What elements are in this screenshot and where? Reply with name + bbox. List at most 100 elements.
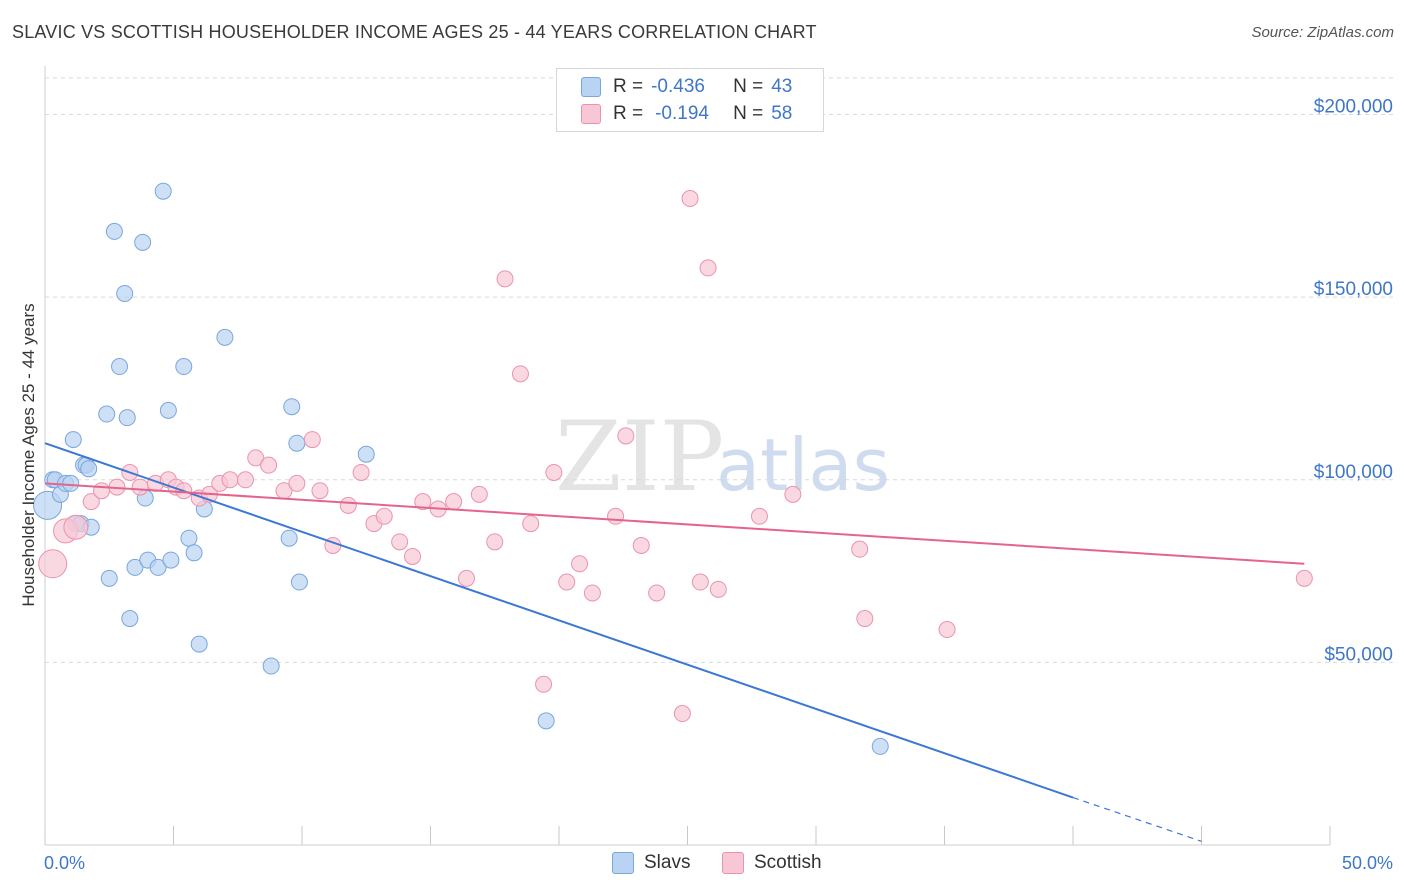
scottish-point xyxy=(486,533,504,551)
scottish-point xyxy=(535,675,553,693)
legend: R = -0.436 N = 43 R = -0.194 N = 58 xyxy=(556,68,824,132)
scottish-point xyxy=(632,537,650,555)
scottish-point xyxy=(414,493,432,511)
chart-title: SLAVIC VS SCOTTISH HOUSEHOLDER INCOME AG… xyxy=(12,22,817,42)
scottish-point xyxy=(699,259,717,277)
scottish-points xyxy=(38,190,1313,723)
slavs-point xyxy=(149,558,167,576)
slavs-point xyxy=(190,635,208,653)
scottish-point xyxy=(93,482,111,500)
source-label: Source: ZipAtlas.com xyxy=(1251,24,1394,41)
scottish-point xyxy=(691,573,709,591)
slavs-point xyxy=(283,398,301,416)
scottish-trend-line xyxy=(44,482,1305,565)
legend-n-value: 58 xyxy=(771,103,793,124)
scottish-point xyxy=(63,514,89,540)
x-tick-label: 50.0% xyxy=(1342,853,1393,873)
legend-swatch-slavs xyxy=(581,77,601,97)
scottish-point xyxy=(404,547,422,565)
y-tick-label: $50,000 xyxy=(1324,644,1393,665)
slavs-point xyxy=(121,610,139,628)
bottom-legend-label-scottish: Scottish xyxy=(754,852,822,873)
slavs-point xyxy=(216,328,234,346)
slavs-point xyxy=(288,434,306,452)
bottom-legend-scottish: Scottish xyxy=(722,852,822,874)
bottom-legend-slavs: Slavs xyxy=(612,852,690,874)
scottish-point xyxy=(856,610,874,628)
slavs-point xyxy=(537,712,555,730)
scottish-point xyxy=(522,515,540,533)
x-tick-labels: 0.0% 50.0% xyxy=(44,853,1393,873)
legend-n-label: N = xyxy=(733,76,764,97)
scottish-point xyxy=(617,427,635,445)
slavs-point xyxy=(64,431,82,449)
scottish-point xyxy=(607,507,625,525)
scottish-point xyxy=(38,549,68,579)
scottish-point xyxy=(851,540,869,558)
bottom-legend-swatch-scottish xyxy=(722,852,744,874)
y-tick-labels: $50,000 $100,000 $150,000 $200,000 xyxy=(1314,97,1393,666)
trend-lines xyxy=(44,442,1305,842)
axes xyxy=(44,66,1331,846)
scottish-point xyxy=(673,705,691,723)
scottish-point xyxy=(1295,569,1313,587)
scottish-point xyxy=(236,471,254,489)
slavs-point xyxy=(357,445,375,463)
slavs-point xyxy=(100,569,118,587)
slavs-point xyxy=(80,460,98,478)
slavs-point xyxy=(154,182,172,200)
scottish-point xyxy=(303,431,321,449)
slavs-point xyxy=(175,358,193,376)
scottish-point xyxy=(583,584,601,602)
bottom-legend-label-slavs: Slavs xyxy=(644,852,691,873)
legend-r-value: -0.194 xyxy=(655,103,709,124)
slavs-point xyxy=(262,657,280,675)
watermark-zip: ZIP xyxy=(555,401,724,513)
slavs-point xyxy=(118,409,136,427)
scottish-point xyxy=(571,555,589,573)
legend-r-label: R = xyxy=(613,103,644,124)
slavs-point xyxy=(185,544,203,562)
scottish-point xyxy=(288,474,306,492)
y-tick-label: $150,000 xyxy=(1314,279,1393,300)
slavs-trend-extension xyxy=(1072,796,1202,842)
legend-r-value: -0.436 xyxy=(651,76,705,97)
slavs-point xyxy=(116,284,134,302)
scottish-point xyxy=(457,569,475,587)
slavs-point xyxy=(126,558,144,576)
slavs-point xyxy=(180,529,198,547)
scottish-point xyxy=(545,463,563,481)
scottish-point xyxy=(648,584,666,602)
legend-row-scottish: R = -0.194 N = 58 xyxy=(581,102,792,126)
legend-n-label: N = xyxy=(733,103,764,124)
scottish-point xyxy=(247,449,265,467)
scottish-point xyxy=(511,365,529,383)
scottish-point xyxy=(496,270,514,288)
scottish-point xyxy=(558,573,576,591)
y-tick-label: $200,000 xyxy=(1314,97,1393,118)
scottish-point xyxy=(375,507,393,525)
scottish-point xyxy=(709,580,727,598)
legend-row-slavs: R = -0.436 N = 43 xyxy=(581,75,792,99)
scottish-point xyxy=(311,482,329,500)
scottish-point xyxy=(352,463,370,481)
legend-swatch-scottish xyxy=(581,104,601,124)
scottish-point xyxy=(82,493,100,511)
scottish-point xyxy=(260,456,278,474)
slavs-point xyxy=(290,573,308,591)
watermark: ZIP atlas xyxy=(555,401,890,513)
slavs-point xyxy=(98,405,116,423)
slavs-point xyxy=(134,233,152,251)
slavs-point xyxy=(105,222,123,240)
y-axis-label: Householder Income Ages 25 - 44 years xyxy=(19,303,38,606)
legend-n-value: 43 xyxy=(771,76,793,97)
slavs-point xyxy=(871,737,889,755)
scottish-point xyxy=(938,621,956,639)
slavs-point xyxy=(159,401,177,419)
bottom-legend-swatch-slavs xyxy=(612,852,634,874)
slavs-points xyxy=(33,182,889,755)
scottish-point xyxy=(750,507,768,525)
scottish-point xyxy=(445,493,463,511)
slavs-point xyxy=(62,474,80,492)
